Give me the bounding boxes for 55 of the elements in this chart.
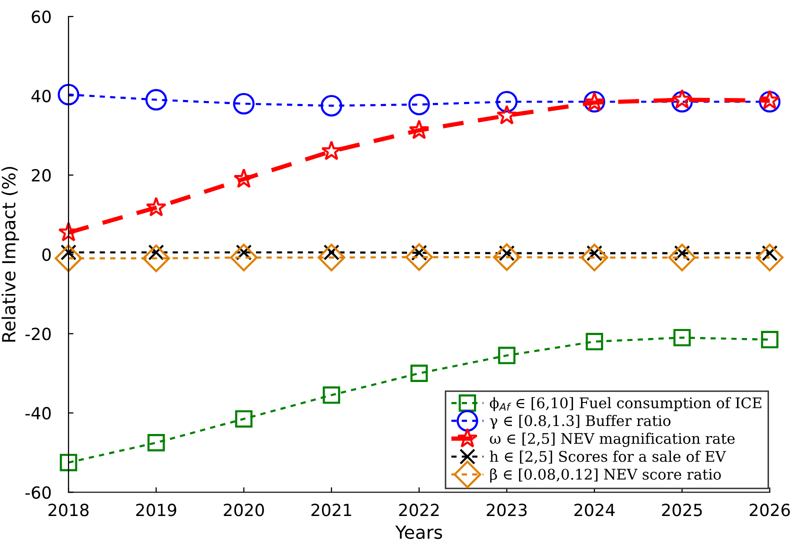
point xyxy=(145,88,167,111)
point xyxy=(318,244,346,272)
point xyxy=(756,244,784,272)
point xyxy=(60,454,78,472)
point xyxy=(496,104,518,125)
point xyxy=(321,140,342,160)
legend-label: β ∈ [0.08,0.12] NEV score ratio xyxy=(490,468,721,483)
y-tick-label: 60 xyxy=(32,10,51,24)
legend-label: h ∈ [2,5] Scores for a sale of EV xyxy=(490,450,726,464)
x-tick-label: 2025 xyxy=(662,504,702,516)
point xyxy=(673,328,691,346)
point xyxy=(492,243,521,271)
y-tick-label: -40 xyxy=(25,406,51,420)
point xyxy=(498,346,516,364)
x-axis-title: Years xyxy=(395,526,442,540)
point xyxy=(408,120,430,140)
legend-label: ω ∈ [2,5] NEV magnification rate xyxy=(490,432,735,447)
y-tick-label: 40 xyxy=(31,90,51,102)
y-axis-title: Relative Impact (%) xyxy=(2,166,20,342)
point xyxy=(233,92,255,114)
legend-label: γ ∈ [0.8,1.3] Buffer ratio xyxy=(490,414,670,429)
point xyxy=(410,364,428,382)
point xyxy=(147,434,165,452)
x-tick-label: 2018 xyxy=(48,504,89,516)
x-tick-label: 2026 xyxy=(750,504,790,516)
point xyxy=(54,244,82,272)
x-tick-label: 2023 xyxy=(486,504,527,516)
point xyxy=(320,94,342,116)
point xyxy=(580,244,608,272)
point xyxy=(586,332,604,350)
point xyxy=(235,410,252,428)
point xyxy=(672,88,692,109)
y-tick-label: -60 xyxy=(25,486,51,499)
y-tick-label: 0 xyxy=(42,248,51,261)
x-tick-label: 2021 xyxy=(311,504,352,516)
x-tick-label: 2024 xyxy=(574,504,615,516)
point xyxy=(758,90,780,113)
point xyxy=(759,90,780,110)
point xyxy=(405,243,433,271)
x-tick-label: 2020 xyxy=(224,504,264,516)
point xyxy=(230,244,258,272)
point xyxy=(58,84,80,106)
point xyxy=(146,196,166,217)
point xyxy=(408,94,430,116)
y-tick-label: -20 xyxy=(25,328,51,340)
point xyxy=(668,244,696,272)
point xyxy=(761,330,778,348)
legend-label: ϕ$_{Af}$ ∈ [6,10] Fuel consumption of ICE xyxy=(490,397,762,412)
point xyxy=(142,244,170,272)
point xyxy=(671,90,693,113)
x-tick-label: 2019 xyxy=(136,504,176,516)
x-tick-label: 2022 xyxy=(399,504,439,516)
y-tick-label: 20 xyxy=(32,169,51,182)
point xyxy=(322,386,340,404)
point xyxy=(496,90,518,113)
